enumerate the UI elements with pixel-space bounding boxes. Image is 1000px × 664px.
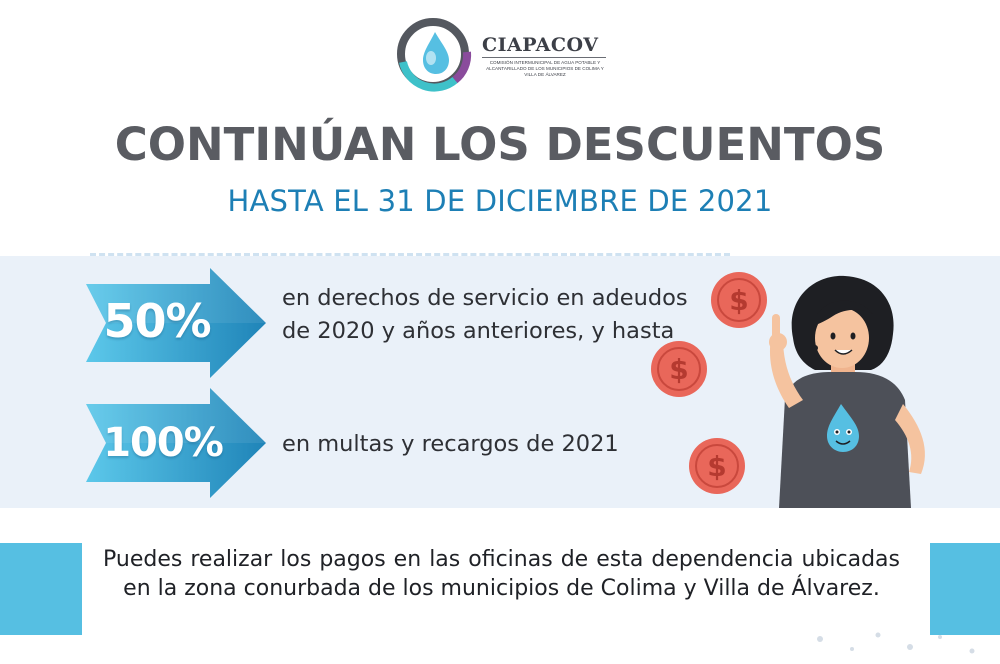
footer-payment-info: Puedes realizar los pagos en las oficina… <box>103 547 900 601</box>
dollar-coin-icon: $ <box>650 340 708 398</box>
svg-text:$: $ <box>707 450 726 483</box>
discount-description-2: en multas y recargos de 2021 <box>282 431 619 457</box>
subtitle: HASTA EL 31 DE DICIEMBRE DE 2021 <box>227 184 773 218</box>
dollar-coin-icon: $ <box>688 437 746 495</box>
brand-name: CIAPACOV <box>482 34 599 56</box>
footer-accent-bar-left <box>0 543 82 635</box>
discount-percent-100: 100% <box>103 420 224 466</box>
dollar-coin-icon: $ <box>710 271 768 329</box>
svg-text:$: $ <box>729 284 748 317</box>
woman-character-illustration <box>745 268 945 508</box>
discount-arrow-50: 50% <box>82 266 268 380</box>
svg-text:$: $ <box>669 353 688 386</box>
main-title: CONTINÚAN LOS DESCUENTOS <box>114 118 886 171</box>
dashed-divider <box>90 253 730 256</box>
discount-arrow-100: 100% <box>82 386 268 500</box>
decorative-bubbles <box>800 625 1000 660</box>
discount-percent-50: 50% <box>103 294 211 348</box>
brand-subtitle: Comisión Intermunicipal de Agua Potable … <box>486 60 604 77</box>
discount-description-1: en derechos de servicio en adeudos de 20… <box>282 285 688 344</box>
ciapacov-logo-icon <box>395 14 475 94</box>
brand-divider <box>482 57 606 58</box>
footer-accent-bar-right <box>930 543 1000 635</box>
